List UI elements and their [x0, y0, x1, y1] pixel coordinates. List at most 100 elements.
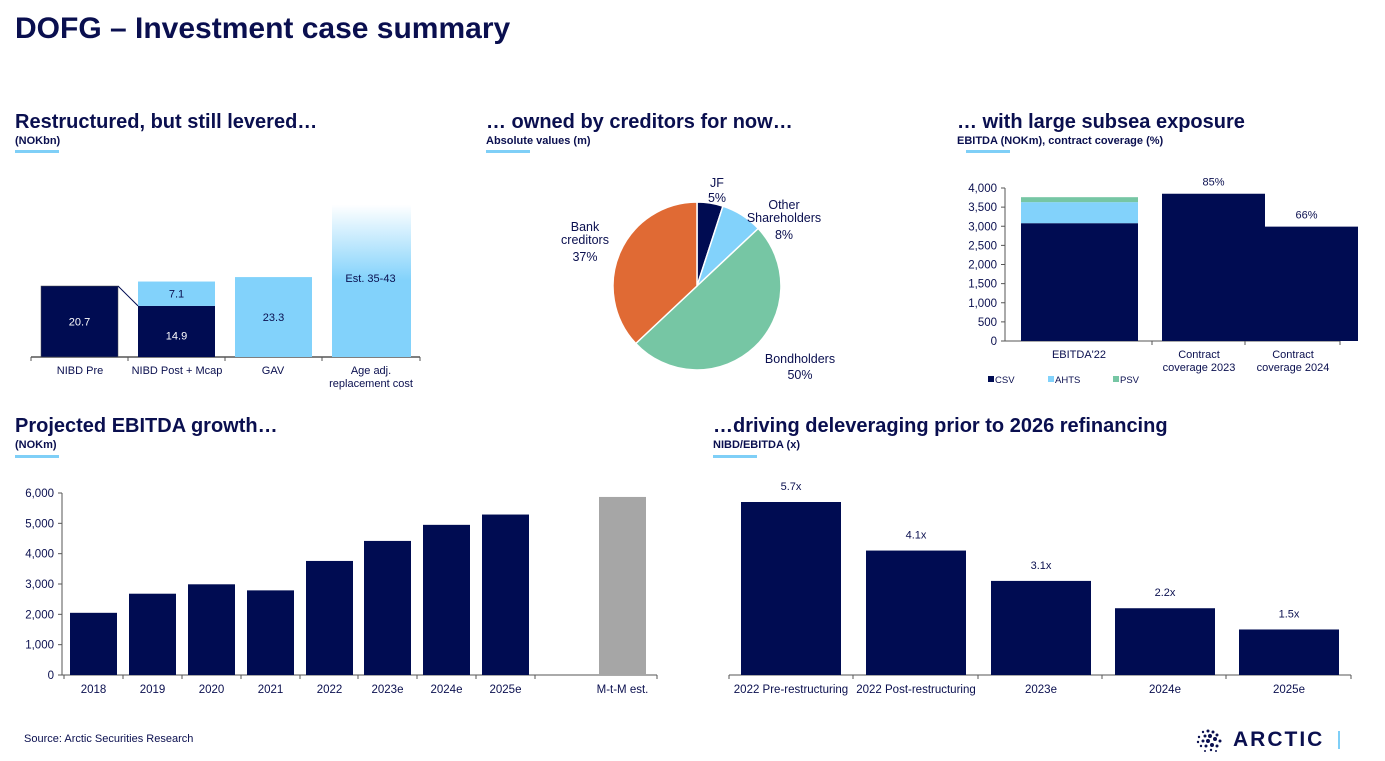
page-title: DOFG – Investment case summary — [15, 12, 511, 45]
bar-ebitda-2022 — [306, 560, 353, 675]
bar-gav — [235, 277, 312, 357]
x-tick-label: 2022 Post-restructuring — [856, 684, 976, 696]
chart1-subtitle: (NOKbn) — [15, 135, 61, 147]
legend-swatch-psv — [1113, 376, 1119, 382]
x-tick-label: M-t-M est. — [597, 684, 649, 696]
x-tick-label: 2022 Pre-restructuring — [734, 684, 848, 696]
arctic-logo: ARCTIC — [1195, 727, 1341, 753]
data-label: 66% — [1295, 210, 1317, 222]
y-tick-label: 1,000 — [25, 640, 54, 652]
bar-ebitda-2018 — [70, 612, 117, 675]
bar-psv — [1021, 197, 1138, 203]
legend-swatch-ahts — [1048, 376, 1054, 382]
y-tick-label: 5,000 — [25, 518, 54, 530]
bar-nibd-pre — [40, 285, 119, 358]
pie-label: Other Shareholders — [747, 198, 821, 225]
x-tick-label: Age adj. replacement cost — [329, 365, 413, 390]
pie-value: 5% — [708, 191, 726, 205]
x-tick-label: 2019 — [140, 684, 166, 696]
chart2-underline — [486, 150, 530, 153]
x-tick-label: 2024e — [431, 684, 463, 696]
pie-slice-bank-creditors — [612, 201, 698, 345]
bar-leverage — [1239, 629, 1339, 675]
pie-value: 50% — [787, 368, 812, 382]
x-tick-label: 2023e — [1025, 684, 1057, 696]
data-label: 14.9 — [166, 330, 187, 342]
bar-leverage — [866, 550, 966, 675]
bar-csv — [1255, 226, 1358, 341]
chart3-subtitle: EBITDA (NOKm), contract coverage (%) — [957, 135, 1164, 147]
y-tick-label: 2,000 — [968, 260, 997, 272]
y-tick-label: 3,000 — [968, 221, 997, 233]
y-tick-label: 1,000 — [968, 298, 997, 310]
chart4-subtitle: (NOKm) — [15, 439, 57, 451]
x-tick-label: 2022 — [317, 684, 343, 696]
y-tick-label: 1,500 — [968, 279, 997, 291]
y-tick-label: 4,000 — [25, 549, 54, 561]
data-label: 23.3 — [263, 312, 284, 324]
pie-value: 37% — [572, 250, 597, 264]
data-label: 3.1x — [1031, 560, 1052, 572]
x-tick-label: Contract coverage 2023 — [1163, 349, 1236, 374]
data-label: 4.1x — [906, 530, 927, 542]
bar-ebitda-2024e — [423, 524, 470, 675]
y-tick-label: 3,500 — [968, 202, 997, 214]
bar-ebitda-2020 — [188, 584, 235, 675]
pie-label: JF — [710, 176, 724, 190]
x-tick-label: NIBD Post + Mcap — [132, 365, 223, 377]
logo-divider — [1338, 731, 1341, 749]
bar-csv — [1162, 193, 1265, 341]
pie-slice-bondholders — [634, 227, 782, 371]
chart5-subtitle: NIBD/EBITDA (x) — [713, 439, 800, 451]
data-label: 1.5x — [1279, 608, 1300, 620]
x-tick-label: 2018 — [81, 684, 107, 696]
pie-label: Bondholders — [765, 352, 835, 366]
pie-label: Bank creditors — [561, 220, 609, 247]
logo-text: ARCTIC — [1233, 728, 1325, 751]
y-tick-label: 0 — [48, 670, 54, 682]
chart4-title: Projected EBITDA growth… — [15, 415, 278, 437]
bar-ebitda-2021 — [247, 590, 294, 675]
bar-leverage — [991, 580, 1091, 675]
y-tick-label: 0 — [991, 336, 997, 348]
x-tick-label: NIBD Pre — [57, 365, 103, 377]
x-tick-label: EBITDA'22 — [1052, 349, 1106, 361]
chart3-title: … with large subsea exposure — [957, 111, 1245, 133]
x-tick-label: 2025e — [490, 684, 522, 696]
x-tick-label: 2023e — [372, 684, 404, 696]
legend-label: PSV — [1120, 375, 1140, 386]
bar-ebitda-2023e — [364, 540, 411, 675]
bar-mcap — [138, 281, 215, 306]
data-label: 5.7x — [781, 481, 802, 493]
data-label: 7.1 — [169, 289, 184, 301]
chart1-underline — [15, 150, 59, 153]
connector-line — [117, 285, 139, 307]
bar-nibd-post — [138, 305, 215, 357]
chart1-title: Restructured, but still levered… — [15, 111, 318, 133]
x-tick-label: 2025e — [1273, 684, 1305, 696]
data-label: 20.7 — [69, 316, 90, 328]
y-tick-label: 2,000 — [25, 609, 54, 621]
chart2-subtitle: Absolute values (m) — [486, 135, 591, 147]
source-note: Source: Arctic Securities Research — [24, 733, 194, 745]
bar-ebitda-2025e — [482, 514, 529, 675]
globe-dots-icon — [1196, 729, 1222, 752]
chart3-underline — [966, 150, 1010, 153]
bar-leverage — [1115, 608, 1215, 675]
bar-replacement-cost — [332, 204, 411, 357]
bar-ebitda-2019 — [129, 593, 176, 675]
bar-ebitda-M-t-M est. — [599, 496, 646, 675]
legend-swatch-csv — [988, 376, 994, 382]
chart5-underline — [713, 455, 757, 458]
x-tick-label: GAV — [262, 365, 285, 377]
data-label: 85% — [1202, 177, 1224, 189]
y-tick-label: 3,000 — [25, 579, 54, 591]
chart2-title: … owned by creditors for now… — [486, 111, 793, 133]
pie-value: 8% — [775, 228, 793, 242]
x-tick-label: 2021 — [258, 684, 284, 696]
bar-csv — [1021, 223, 1138, 341]
y-tick-label: 500 — [978, 317, 997, 329]
chart4-underline — [15, 455, 59, 458]
chart5-title: …driving deleveraging prior to 2026 refi… — [713, 415, 1168, 437]
